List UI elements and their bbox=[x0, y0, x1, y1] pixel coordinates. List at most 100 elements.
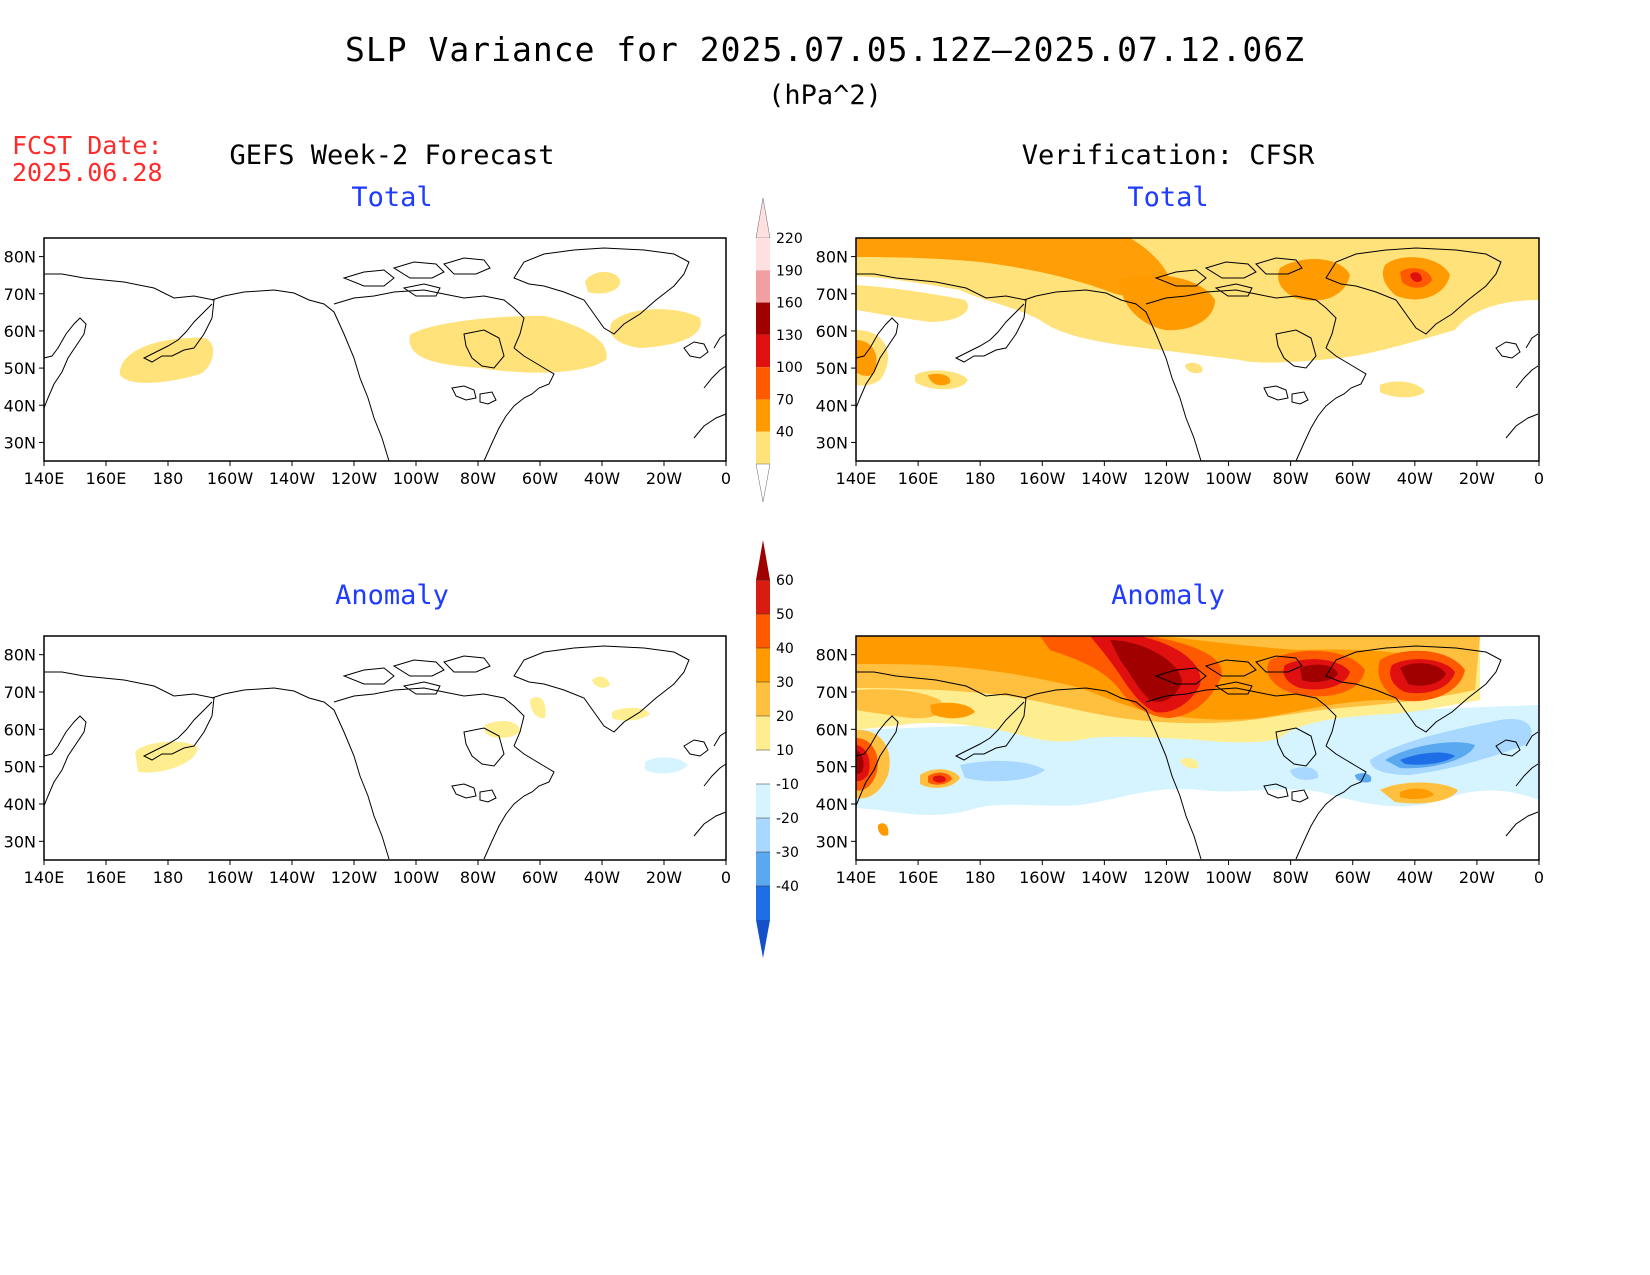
colorbar-box bbox=[756, 886, 770, 920]
panel-frame bbox=[855, 237, 1540, 462]
coastline-segment bbox=[483, 745, 555, 860]
colorbar-level-label: 190 bbox=[776, 263, 803, 279]
panel-frame bbox=[43, 237, 727, 462]
lon-tick-label: 60W bbox=[1335, 868, 1371, 887]
lat-tick-label: 50N bbox=[816, 359, 848, 378]
colorbar-level-label: 40 bbox=[776, 641, 794, 657]
lat-tick-label: 60N bbox=[4, 322, 36, 341]
lat-tick-label: 60N bbox=[4, 720, 36, 739]
panel-title-top-left: Total bbox=[351, 182, 433, 213]
coastline-segment bbox=[392, 261, 445, 279]
lat-tick-label: 60N bbox=[816, 322, 848, 341]
coastline-segment bbox=[479, 789, 497, 803]
colorbar-box bbox=[756, 750, 770, 784]
darkred-region-greenland-west bbox=[1300, 664, 1338, 682]
yellow-region-5 bbox=[592, 676, 610, 688]
colorbar-box bbox=[756, 302, 770, 335]
lightblue-region-small bbox=[1290, 767, 1319, 780]
lon-tick-label: 40W bbox=[584, 868, 620, 887]
lon-tick-label: 120W bbox=[1143, 868, 1190, 887]
coastline-segment bbox=[856, 671, 1027, 761]
coastline-segment bbox=[443, 257, 491, 275]
coastline-segment bbox=[463, 329, 505, 369]
lat-tick-label: 70N bbox=[816, 683, 848, 702]
coastline-segment bbox=[1505, 811, 1539, 837]
coastline-segment bbox=[1023, 687, 1202, 860]
coastline-segment bbox=[451, 783, 477, 799]
colorbar-box bbox=[756, 716, 770, 750]
lon-tick-label: 60W bbox=[1335, 469, 1371, 488]
colorbar-anomaly: 60 50 40 30 20 10 -10 -20 -30 -40 bbox=[756, 540, 799, 958]
coastline-segment bbox=[1214, 283, 1253, 297]
shading-verification-anomaly bbox=[856, 636, 1539, 836]
orange-region-west bbox=[930, 702, 975, 719]
coastline-segment bbox=[451, 385, 477, 401]
lon-tick-label: 80W bbox=[1273, 469, 1309, 488]
lon-tick-label: 40W bbox=[584, 469, 620, 488]
colorbar-total: 220 190 160 130 100 70 40 bbox=[755, 197, 803, 503]
lon-tick-label: 0 bbox=[721, 868, 731, 887]
coastline-segment bbox=[855, 317, 899, 409]
panel-title-bottom-left: Anomaly bbox=[335, 580, 449, 611]
lat-tick-label: 50N bbox=[816, 758, 848, 777]
lon-tick-label: 100W bbox=[393, 469, 440, 488]
coastline-segment bbox=[1023, 289, 1202, 462]
lat-tick-label: 40N bbox=[4, 396, 36, 415]
figure-units: (hPa^2) bbox=[768, 80, 882, 111]
lon-tick-label: 140E bbox=[24, 868, 65, 887]
coastline-segment bbox=[703, 763, 727, 787]
coastline-segment bbox=[402, 681, 441, 695]
yellow-region-1 bbox=[119, 337, 214, 383]
lon-tick-label: 160W bbox=[1019, 469, 1066, 488]
figure-title: SLP Variance for 2025.07.05.12Z—2025.07.… bbox=[345, 30, 1305, 69]
lon-tick-label: 40W bbox=[1397, 469, 1433, 488]
colorbar-level-label: -20 bbox=[776, 811, 799, 827]
lat-tick-label: 60N bbox=[816, 720, 848, 739]
fcst-date-value: 2025.06.28 bbox=[12, 158, 163, 187]
colorbar-bottom-arrow bbox=[756, 920, 770, 958]
colorbar-top-arrow bbox=[756, 540, 770, 580]
colorbar-level-label: 20 bbox=[776, 709, 794, 725]
panel-axes: 140E 160E 180 160W 140W 120W 100W 80W 60W 40W 20W 0… bbox=[4, 248, 731, 488]
coastline-segment bbox=[683, 341, 709, 359]
coastline-segment bbox=[1204, 659, 1257, 677]
coastline-segment bbox=[1515, 365, 1539, 389]
coastline-segment bbox=[1275, 329, 1317, 369]
yellow-region-4 bbox=[612, 707, 650, 721]
lat-tick-label: 70N bbox=[816, 285, 848, 304]
yellow-region-small bbox=[1185, 362, 1203, 374]
yellow-region-3 bbox=[610, 309, 701, 348]
panel-frame bbox=[43, 635, 727, 861]
coastline-segment bbox=[683, 739, 709, 757]
lon-tick-label: 180 bbox=[965, 469, 996, 488]
panel-title-bottom-right: Anomaly bbox=[1111, 580, 1225, 611]
coastline-forecast-total bbox=[43, 247, 727, 462]
colorbar-level-label: 70 bbox=[776, 392, 794, 408]
coastline-segment bbox=[1325, 247, 1502, 335]
panel-title-top-right: Total bbox=[1127, 182, 1209, 213]
lon-tick-label: 180 bbox=[153, 469, 184, 488]
coastline-segment bbox=[43, 317, 87, 409]
lon-tick-label: 60W bbox=[522, 868, 558, 887]
lat-tick-label: 70N bbox=[4, 285, 36, 304]
lat-tick-label: 30N bbox=[816, 832, 848, 851]
coastline-segment bbox=[1255, 655, 1303, 673]
lon-tick-label: 140E bbox=[836, 469, 877, 488]
colorbar-level-label: -40 bbox=[776, 879, 799, 895]
yellow-region-2 bbox=[485, 720, 520, 738]
lon-tick-label: 180 bbox=[965, 868, 996, 887]
colorbar-level-label: 220 bbox=[776, 231, 803, 247]
orange-region-small bbox=[877, 823, 889, 836]
coastline-segment bbox=[856, 273, 1027, 363]
coastline-segment bbox=[693, 811, 727, 837]
lon-tick-label: 160E bbox=[86, 469, 127, 488]
map-panel-verification-total bbox=[855, 237, 1540, 462]
lon-tick-label: 140E bbox=[24, 469, 65, 488]
yellow-region-3 bbox=[530, 697, 546, 719]
lon-tick-label: 20W bbox=[646, 469, 682, 488]
lon-tick-label: 80W bbox=[1273, 868, 1309, 887]
lon-tick-label: 0 bbox=[721, 469, 731, 488]
red-region-greenland bbox=[1410, 272, 1422, 283]
map-panel-verification-anomaly bbox=[855, 635, 1540, 861]
colorbar-box bbox=[756, 399, 770, 432]
